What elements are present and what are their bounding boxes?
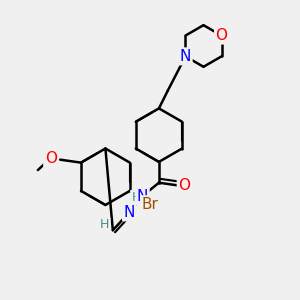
Text: N: N (137, 189, 148, 204)
Text: O: O (45, 151, 57, 166)
Text: N: N (124, 205, 135, 220)
Text: O: O (215, 28, 227, 43)
Text: O: O (178, 178, 190, 193)
Text: Br: Br (142, 197, 158, 212)
Text: N: N (180, 49, 191, 64)
Text: H: H (100, 218, 109, 231)
Text: H: H (131, 191, 141, 204)
